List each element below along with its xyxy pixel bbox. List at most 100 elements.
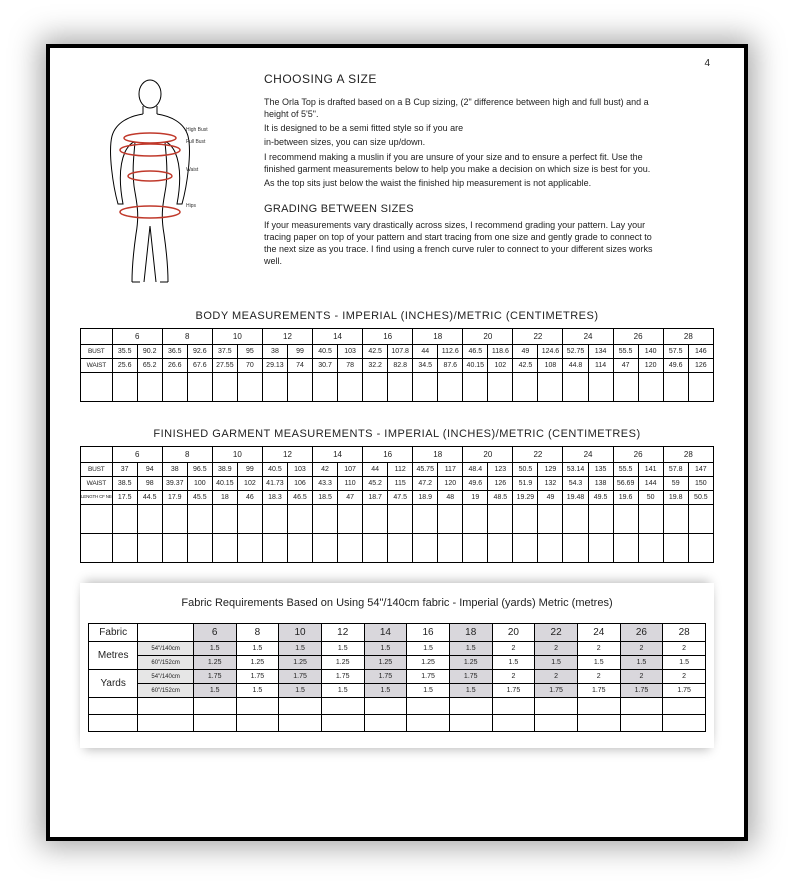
size-header: 8 — [162, 447, 212, 463]
fabric-cell: 1.5 — [449, 684, 492, 698]
table-cell: 112 — [388, 463, 413, 477]
table-cell: 107 — [338, 463, 363, 477]
table-cell: 47.2 — [413, 477, 438, 491]
table-cell: 52.75 — [563, 345, 588, 359]
table-cell: 50.5 — [688, 491, 713, 505]
table-cell: 99 — [237, 463, 262, 477]
intro-p3: in-between sizes, you can size up/down. — [264, 136, 664, 148]
fabric-cell: 2 — [663, 642, 706, 656]
body-table-caption: BODY MEASUREMENTS - IMPERIAL (INCHES)/ME… — [80, 310, 714, 322]
fabric-cell: 2 — [535, 642, 578, 656]
table-cell: 120 — [438, 477, 463, 491]
table-cell: 37.5 — [212, 345, 237, 359]
fabric-row-label: Yards — [89, 670, 138, 698]
fabric-cell: 1.5 — [364, 684, 407, 698]
fabric-cell: 1.5 — [407, 684, 450, 698]
table-cell: 48.5 — [488, 491, 513, 505]
fabric-cell: 1.75 — [492, 684, 535, 698]
table-cell: 38.5 — [112, 477, 137, 491]
table-cell: 47 — [613, 359, 638, 373]
table-cell: 53.14 — [563, 463, 588, 477]
table-cell: 18.3 — [262, 491, 287, 505]
size-header: 24 — [563, 329, 613, 345]
fabric-sublabel: 60"/152cm — [138, 656, 194, 670]
fabric-size-header: 12 — [321, 624, 364, 642]
size-header: 16 — [363, 447, 413, 463]
fabric-cell: 2 — [492, 642, 535, 656]
table-cell: 108 — [538, 359, 563, 373]
size-header: 22 — [513, 329, 563, 345]
table-cell: 114 — [588, 359, 613, 373]
table-cell: 35.5 — [112, 345, 137, 359]
table-cell: 51.9 — [513, 477, 538, 491]
fabric-cell: 1.75 — [663, 684, 706, 698]
label-full-bust: Full Bust — [186, 140, 205, 145]
size-header: 6 — [112, 329, 162, 345]
table-cell: 18.7 — [363, 491, 388, 505]
table-cell: 117 — [438, 463, 463, 477]
intro-p2: It is designed to be a semi fitted style… — [264, 122, 664, 134]
grading-p1: If your measurements vary drastically ac… — [264, 219, 664, 268]
fabric-cell: 1.75 — [321, 670, 364, 684]
table-cell: 38 — [162, 463, 187, 477]
fabric-cell: 1.5 — [279, 642, 322, 656]
body-measurements-table: 6810121416182022242628BUST35.590.236.592… — [80, 328, 714, 402]
table-cell: 129 — [538, 463, 563, 477]
table-cell: 18 — [212, 491, 237, 505]
table-cell: 98 — [137, 477, 162, 491]
table-cell: 17.5 — [112, 491, 137, 505]
table-cell: 49 — [513, 345, 538, 359]
fabric-size-header: 16 — [407, 624, 450, 642]
table-cell: 38.9 — [212, 463, 237, 477]
fabric-cell: 1.75 — [407, 670, 450, 684]
finished-table-caption: FINISHED GARMENT MEASUREMENTS - IMPERIAL… — [80, 428, 714, 440]
table-cell: 92.6 — [187, 345, 212, 359]
size-header: 14 — [313, 329, 363, 345]
fabric-cell: 1.75 — [236, 670, 279, 684]
fabric-cell: 1.25 — [236, 656, 279, 670]
table-cell: 26.6 — [162, 359, 187, 373]
fabric-title-post: - Imperial (yards) Metric (metres) — [449, 597, 612, 609]
fabric-size-header: 18 — [449, 624, 492, 642]
row-label: BUST — [81, 463, 113, 477]
table-cell: 49.6 — [663, 359, 688, 373]
table-cell: 87.6 — [438, 359, 463, 373]
size-header: 22 — [513, 447, 563, 463]
table-cell: 138 — [588, 477, 613, 491]
table-cell: 30.7 — [313, 359, 338, 373]
fabric-title-bold: Based on Using 54"/140cm fabric — [287, 597, 450, 609]
fabric-cell: 1.5 — [577, 656, 620, 670]
intro-p1: The Orla Top is drafted based on a B Cup… — [264, 96, 664, 120]
fabric-size-header: 26 — [620, 624, 663, 642]
fabric-title: Fabric Requirements Based on Using 54"/1… — [88, 597, 706, 609]
table-cell: 50.5 — [513, 463, 538, 477]
table-cell: 112.6 — [438, 345, 463, 359]
table-cell: 45.2 — [363, 477, 388, 491]
fabric-cell: 1.75 — [449, 670, 492, 684]
fabric-cell: 1.5 — [321, 684, 364, 698]
table-cell: 54.3 — [563, 477, 588, 491]
fabric-cell: 1.5 — [492, 656, 535, 670]
table-cell: 99 — [287, 345, 312, 359]
size-header: 26 — [613, 447, 663, 463]
table-cell: 40.15 — [212, 477, 237, 491]
size-header: 8 — [162, 329, 212, 345]
size-header: 26 — [613, 329, 663, 345]
size-header: 28 — [663, 329, 713, 345]
size-header: 14 — [313, 447, 363, 463]
size-header: 10 — [212, 447, 262, 463]
intro-section: High Bust Full Bust Waist Hips CHOOSING … — [80, 70, 714, 286]
intro-p5: As the top sits just below the waist the… — [264, 177, 664, 189]
table-cell: 140 — [638, 345, 663, 359]
table-cell: 135 — [588, 463, 613, 477]
fabric-cell: 2 — [492, 670, 535, 684]
fabric-sublabel: 60"/152cm — [138, 684, 194, 698]
table-cell: 150 — [688, 477, 713, 491]
table-cell: 57.5 — [663, 345, 688, 359]
table-cell: 102 — [488, 359, 513, 373]
size-header: 12 — [262, 329, 312, 345]
table-cell: 47 — [338, 491, 363, 505]
fabric-cell: 2 — [620, 670, 663, 684]
table-cell: 55.5 — [613, 345, 638, 359]
table-cell: 18.9 — [413, 491, 438, 505]
